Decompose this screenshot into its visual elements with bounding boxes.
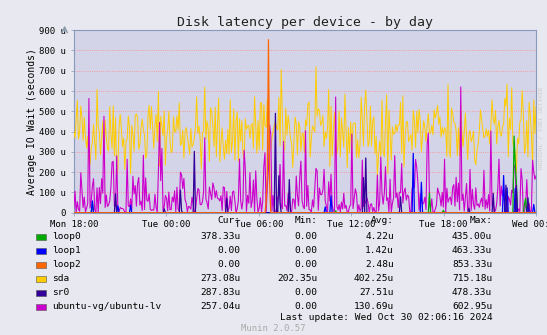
- Text: 0.00: 0.00: [294, 232, 317, 241]
- Text: Avg:: Avg:: [371, 216, 394, 225]
- Text: 2.48u: 2.48u: [365, 260, 394, 269]
- Text: 27.51u: 27.51u: [359, 288, 394, 297]
- Text: Max:: Max:: [469, 216, 492, 225]
- Text: Last update: Wed Oct 30 02:06:16 2024: Last update: Wed Oct 30 02:06:16 2024: [280, 314, 492, 322]
- Text: sr0: sr0: [52, 288, 69, 297]
- Text: 287.83u: 287.83u: [200, 288, 241, 297]
- Text: 0.00: 0.00: [294, 288, 317, 297]
- Text: 1.42u: 1.42u: [365, 246, 394, 255]
- Text: 853.33u: 853.33u: [452, 260, 492, 269]
- Text: 715.18u: 715.18u: [452, 274, 492, 283]
- Text: 463.33u: 463.33u: [452, 246, 492, 255]
- Text: sda: sda: [52, 274, 69, 283]
- Text: Munin 2.0.57: Munin 2.0.57: [241, 324, 306, 333]
- Text: 0.00: 0.00: [218, 246, 241, 255]
- Text: 257.04u: 257.04u: [200, 302, 241, 311]
- Title: Disk latency per device - by day: Disk latency per device - by day: [177, 16, 433, 29]
- Text: loop2: loop2: [52, 260, 81, 269]
- Text: loop1: loop1: [52, 246, 81, 255]
- Text: 378.33u: 378.33u: [200, 232, 241, 241]
- Text: ubuntu-vg/ubuntu-lv: ubuntu-vg/ubuntu-lv: [52, 302, 161, 311]
- Text: 4.22u: 4.22u: [365, 232, 394, 241]
- Y-axis label: Average IO Wait (seconds): Average IO Wait (seconds): [27, 48, 37, 195]
- Text: 0.00: 0.00: [294, 302, 317, 311]
- Text: 602.95u: 602.95u: [452, 302, 492, 311]
- Text: 0.00: 0.00: [294, 246, 317, 255]
- Text: 478.33u: 478.33u: [452, 288, 492, 297]
- Text: 202.35u: 202.35u: [277, 274, 317, 283]
- Text: RRDTOOL / TOBI OETIKER: RRDTOOL / TOBI OETIKER: [538, 86, 543, 169]
- Text: 273.08u: 273.08u: [200, 274, 241, 283]
- Text: Min:: Min:: [294, 216, 317, 225]
- Text: 130.69u: 130.69u: [353, 302, 394, 311]
- Text: 402.25u: 402.25u: [353, 274, 394, 283]
- Text: 0.00: 0.00: [294, 260, 317, 269]
- Text: Cur:: Cur:: [218, 216, 241, 225]
- Text: 0.00: 0.00: [218, 260, 241, 269]
- Text: loop0: loop0: [52, 232, 81, 241]
- Text: 435.00u: 435.00u: [452, 232, 492, 241]
